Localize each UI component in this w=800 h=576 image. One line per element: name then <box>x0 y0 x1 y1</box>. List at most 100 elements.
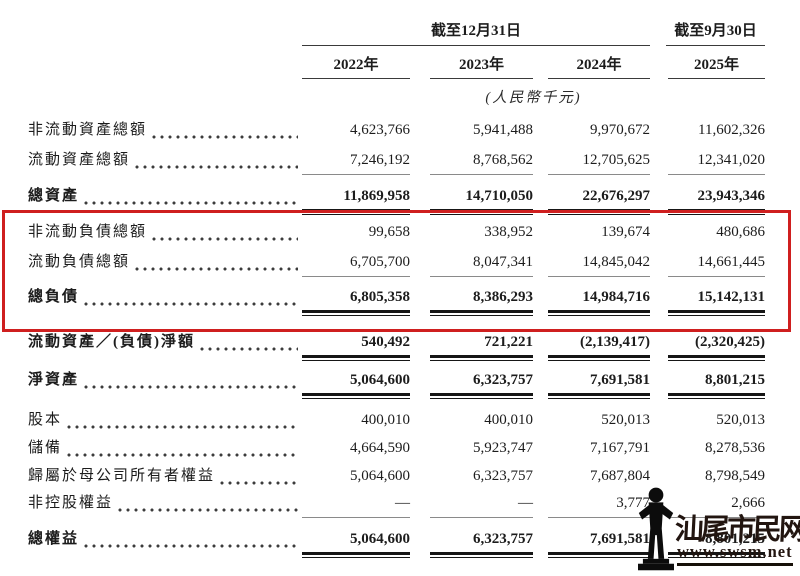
table-row: 歸屬於母公司所有者權益 5,064,600 6,323,757 7,687,804 8,… <box>0 465 800 487</box>
value-cell-2025: 14,661,445 <box>668 251 765 277</box>
row-label-text: 流動資產／(負債)淨額 <box>28 334 195 350</box>
row-label: 儲備 <box>28 437 300 459</box>
value-cell-2025: 8,278,536 <box>705 440 765 456</box>
value-cell-2024: 139,674 <box>601 224 650 240</box>
value-cell-2025: 8,801,215 <box>668 369 765 399</box>
dot-leader <box>67 437 298 459</box>
value-cell-2023: 338,952 <box>484 224 533 240</box>
value-cell-2023: 6,323,757 <box>430 528 533 558</box>
value-cell-2023: 721,221 <box>430 331 533 361</box>
column-group-header-dec31: 截至12月31日 <box>302 20 650 46</box>
value-cell-2024: 7,691,581 <box>548 369 650 399</box>
value-cell-2022: 5,064,600 <box>302 369 410 399</box>
value-cell-2024: 7,691,581 <box>548 528 650 558</box>
value-cell-2024: 14,845,042 <box>548 251 650 277</box>
value-cell-2023: 6,323,757 <box>430 369 533 399</box>
row-label: 流動資產總額 <box>28 149 300 171</box>
table-row: 流動負債總額 6,705,700 8,047,341 14,845,042 14,661… <box>0 251 800 277</box>
row-label-text: 總負債 <box>28 289 80 305</box>
row-label: 流動資產／(負債)淨額 <box>28 331 300 353</box>
table-row: 總資產 11,869,958 14,710,050 22,676,297 23,943,… <box>0 185 800 215</box>
row-label: 淨資產 <box>28 369 300 391</box>
row-label-text: 淨資產 <box>28 372 80 388</box>
value-cell-2022: 5,064,600 <box>350 468 410 484</box>
value-cell-2022: 4,623,766 <box>350 122 410 138</box>
value-cell-2025: (2,320,425) <box>668 331 765 361</box>
row-label: 總權益 <box>28 528 300 550</box>
value-cell-2024: 520,013 <box>601 412 650 428</box>
row-label-text: 非流動負債總額 <box>28 224 148 240</box>
row-label: 非流動資產總額 <box>28 119 300 141</box>
table-row: 總權益 5,064,600 6,323,757 7,691,581 8,801,215 <box>0 528 800 558</box>
row-label: 非控股權益 <box>28 492 300 514</box>
table-row: 非控股權益 — — 3,777 2,666 <box>0 492 800 518</box>
value-cell-2023: 5,941,488 <box>473 122 533 138</box>
row-label: 流動負債總額 <box>28 251 300 273</box>
dot-leader <box>84 528 298 550</box>
value-cell-2023: 8,768,562 <box>430 149 533 175</box>
value-cell-2022: 6,705,700 <box>302 251 410 277</box>
table-row: 流動資產／(負債)淨額 540,492 721,221 (2,139,417) (2,3… <box>0 331 800 361</box>
standing-person-silhouette-icon <box>631 486 681 576</box>
dot-leader <box>135 251 298 273</box>
dot-leader <box>152 119 298 141</box>
year-label: 2023年 <box>458 57 504 73</box>
value-cell-2025: 2,666 <box>668 492 765 518</box>
value-cell-2024: 14,984,716 <box>548 286 650 316</box>
table-row: 非流動負債總額 99,658 338,952 139,674 480,686 <box>0 221 800 243</box>
row-label: 股本 <box>28 409 300 431</box>
row-label-text: 總資產 <box>28 188 80 204</box>
year-header-2024: 2024年 <box>548 54 650 79</box>
table-row: 流動資產總額 7,246,192 8,768,562 12,705,625 12,341… <box>0 149 800 175</box>
watermark-site-url: www.swsm.net <box>677 542 793 566</box>
value-cell-2022: 6,805,358 <box>302 286 410 316</box>
value-cell-2022: 11,869,958 <box>302 185 410 215</box>
value-cell-2024: 3,777 <box>548 492 650 518</box>
value-cell-2022: 99,658 <box>368 224 410 240</box>
row-label-text: 非流動資產總額 <box>28 122 148 138</box>
row-label: 總資產 <box>28 185 300 207</box>
year-label: 2022年 <box>333 57 379 73</box>
value-cell-2023: — <box>430 492 533 518</box>
value-cell-2022: — <box>302 492 410 518</box>
dot-leader <box>135 149 298 171</box>
row-label: 非流動負債總額 <box>28 221 300 243</box>
value-cell-2022: 400,010 <box>361 412 410 428</box>
value-cell-2025: 8,798,549 <box>705 468 765 484</box>
row-label-text: 流動資產總額 <box>28 152 131 168</box>
year-header-2023: 2023年 <box>430 54 533 79</box>
value-cell-2022: 7,246,192 <box>302 149 410 175</box>
dot-leader <box>84 185 298 207</box>
table-row: 淨資產 5,064,600 6,323,757 7,691,581 8,801,215 <box>0 369 800 399</box>
watermark: 汕尾市民网 www.swsm.net <box>625 484 800 576</box>
table-row: 總負債 6,805,358 8,386,293 14,984,716 15,142,13… <box>0 286 800 316</box>
value-cell-2024: 7,687,804 <box>590 468 650 484</box>
year-header-2025: 2025年 <box>668 54 765 79</box>
year-header-2022: 2022年 <box>302 54 410 79</box>
value-cell-2024: 22,676,297 <box>548 185 650 215</box>
value-cell-2025: 23,943,346 <box>668 185 765 215</box>
row-label-text: 總權益 <box>28 531 80 547</box>
row-label: 總負債 <box>28 286 300 308</box>
dot-leader <box>152 221 298 243</box>
value-cell-2023: 400,010 <box>484 412 533 428</box>
dot-leader <box>84 286 298 308</box>
row-label-text: 儲備 <box>28 440 63 456</box>
value-cell-2024: (2,139,417) <box>548 331 650 361</box>
value-cell-2023: 6,323,757 <box>473 468 533 484</box>
dot-leader <box>67 409 298 431</box>
year-label: 2025年 <box>693 57 739 73</box>
dot-leader <box>118 492 298 514</box>
value-cell-2024: 7,167,791 <box>590 440 650 456</box>
row-label-text: 股本 <box>28 412 63 428</box>
dot-leader <box>220 465 298 487</box>
value-cell-2025: 520,013 <box>716 412 765 428</box>
table-row: 非流動資產總額 4,623,766 5,941,488 9,970,672 11,602… <box>0 119 800 141</box>
value-cell-2022: 5,064,600 <box>302 528 410 558</box>
row-label-text: 非控股權益 <box>28 495 114 511</box>
value-cell-2023: 5,923,747 <box>473 440 533 456</box>
table-row: 股本 400,010 400,010 520,013 520,013 <box>0 409 800 431</box>
value-cell-2024: 12,705,625 <box>548 149 650 175</box>
value-cell-2023: 8,386,293 <box>430 286 533 316</box>
